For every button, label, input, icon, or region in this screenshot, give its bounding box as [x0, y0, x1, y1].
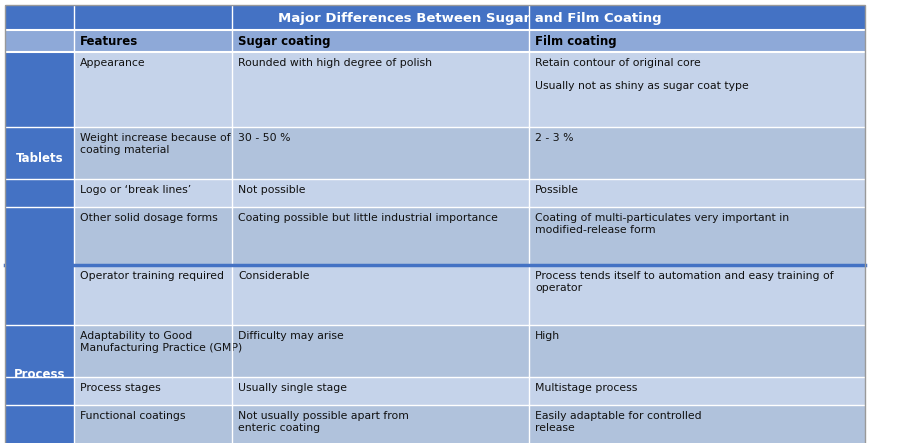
Text: Easily adaptable for controlled
release: Easily adaptable for controlled release — [536, 411, 702, 433]
Bar — [529, 325, 865, 377]
Text: Film coating: Film coating — [536, 35, 617, 48]
Text: Other solid dosage forms: Other solid dosage forms — [80, 213, 218, 223]
Text: Retain contour of original core

Usually not as shiny as sugar coat type: Retain contour of original core Usually … — [536, 58, 749, 91]
Text: 30 - 50 %: 30 - 50 % — [238, 133, 291, 143]
Bar — [232, 179, 529, 207]
Bar — [74, 377, 232, 405]
Text: Functional coatings: Functional coatings — [80, 411, 185, 421]
Text: Multistage process: Multistage process — [536, 383, 637, 393]
Text: Process tends itself to automation and easy training of
operator: Process tends itself to automation and e… — [536, 271, 833, 292]
Text: Rounded with high degree of polish: Rounded with high degree of polish — [238, 58, 432, 68]
Text: Adaptability to Good
Manufacturing Practice (GMP): Adaptability to Good Manufacturing Pract… — [80, 331, 242, 353]
Bar — [5, 30, 74, 52]
Bar — [5, 52, 74, 265]
Bar — [529, 127, 865, 179]
Bar — [232, 207, 529, 265]
Text: Process: Process — [14, 369, 66, 381]
Bar — [5, 30, 74, 52]
Bar — [529, 179, 865, 207]
Bar — [529, 265, 865, 325]
Bar — [74, 179, 232, 207]
Bar — [529, 52, 865, 127]
Text: Operator training required: Operator training required — [80, 271, 224, 281]
Text: High: High — [536, 331, 560, 341]
Bar — [74, 52, 232, 127]
Bar — [5, 265, 74, 443]
Text: Not possible: Not possible — [238, 185, 306, 195]
Text: Sugar coating: Sugar coating — [238, 35, 331, 48]
Bar — [232, 30, 529, 52]
Text: Weight increase because of
coating material: Weight increase because of coating mater… — [80, 133, 230, 155]
Text: Not usually possible apart from
enteric coating: Not usually possible apart from enteric … — [238, 411, 410, 433]
Bar — [529, 405, 865, 443]
Text: Usually single stage: Usually single stage — [238, 383, 347, 393]
Bar — [74, 207, 232, 265]
Bar — [74, 5, 865, 30]
Bar — [5, 5, 74, 30]
Bar — [232, 405, 529, 443]
Bar — [5, 30, 74, 52]
Text: Possible: Possible — [536, 185, 579, 195]
Text: Tablets: Tablets — [16, 152, 63, 165]
Bar — [232, 325, 529, 377]
Bar — [232, 52, 529, 127]
Bar — [529, 30, 865, 52]
Bar — [232, 377, 529, 405]
Bar — [529, 207, 865, 265]
Bar — [74, 265, 232, 325]
Text: Coating of multi-particulates very important in
modified-release form: Coating of multi-particulates very impor… — [536, 213, 789, 235]
Bar — [74, 325, 232, 377]
Text: Coating possible but little industrial importance: Coating possible but little industrial i… — [238, 213, 499, 223]
Text: Difficulty may arise: Difficulty may arise — [238, 331, 344, 341]
Text: Process stages: Process stages — [80, 383, 161, 393]
Bar — [232, 265, 529, 325]
Text: 2 - 3 %: 2 - 3 % — [536, 133, 573, 143]
Bar — [74, 405, 232, 443]
Text: Considerable: Considerable — [238, 271, 310, 281]
Text: Features: Features — [80, 35, 139, 48]
Bar — [529, 377, 865, 405]
Bar — [232, 127, 529, 179]
Bar — [74, 127, 232, 179]
Bar — [74, 30, 232, 52]
Text: Appearance: Appearance — [80, 58, 146, 68]
Text: Major Differences Between Sugar and Film Coating: Major Differences Between Sugar and Film… — [278, 12, 662, 25]
Text: Logo or ‘break lines’: Logo or ‘break lines’ — [80, 185, 192, 195]
